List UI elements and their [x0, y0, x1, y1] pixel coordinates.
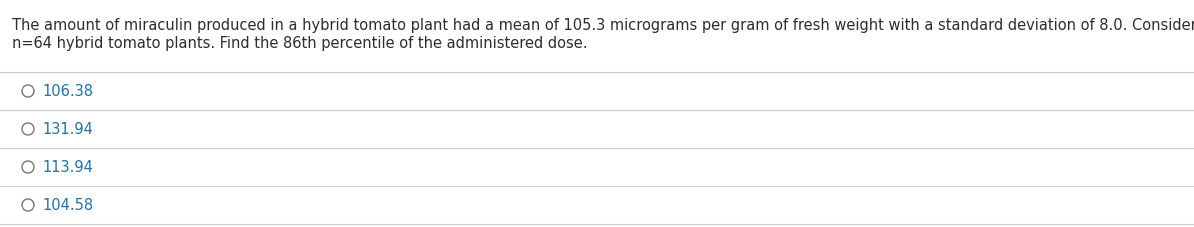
- Text: n=64 hybrid tomato plants. Find the 86th percentile of the administered dose.: n=64 hybrid tomato plants. Find the 86th…: [12, 36, 587, 51]
- Text: 104.58: 104.58: [42, 197, 93, 212]
- Text: 131.94: 131.94: [42, 121, 93, 136]
- Text: 113.94: 113.94: [42, 160, 93, 175]
- Text: The amount of miraculin produced in a hybrid tomato plant had a mean of 105.3 mi: The amount of miraculin produced in a hy…: [12, 18, 1194, 33]
- Text: 106.38: 106.38: [42, 84, 93, 99]
